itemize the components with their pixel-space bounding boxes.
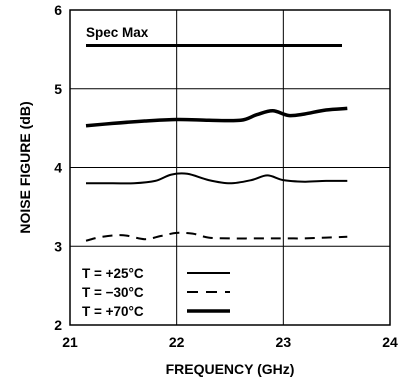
- x-tick-label: 23: [276, 334, 292, 350]
- y-tick-label: 3: [54, 238, 62, 254]
- series-group: [85, 106, 348, 242]
- x-tick-label: 24: [382, 334, 398, 350]
- x-tick-labels: 21 22 23 24: [62, 334, 398, 350]
- spec-max-label: Spec Max: [86, 25, 149, 40]
- x-tick-label: 21: [62, 334, 78, 350]
- legend: T = +25°C T = −30°C T = +70°C: [82, 266, 230, 319]
- series-line-3: [85, 106, 348, 128]
- series-line-1: [86, 172, 348, 185]
- legend-entry-label: T = −30°C: [82, 285, 144, 300]
- legend-entry-label: T = +70°C: [82, 304, 144, 319]
- grid-lines: [70, 10, 390, 325]
- series-line-2: [85, 231, 348, 242]
- y-tick-labels: 2 3 4 5 6: [54, 2, 62, 333]
- plot-frame: [69, 9, 391, 326]
- y-axis-label: NOISE FIGURE (dB): [17, 101, 33, 233]
- y-tick-label: 4: [54, 160, 62, 176]
- spec-max-group: Spec Max: [86, 25, 342, 47]
- x-tick-label: 22: [169, 334, 185, 350]
- legend-entry-label: T = +25°C: [82, 266, 144, 281]
- y-tick-label: 6: [54, 2, 62, 18]
- y-tick-label: 5: [54, 81, 62, 97]
- x-axis-label: FREQUENCY (GHz): [166, 361, 295, 377]
- y-tick-label: 2: [54, 317, 62, 333]
